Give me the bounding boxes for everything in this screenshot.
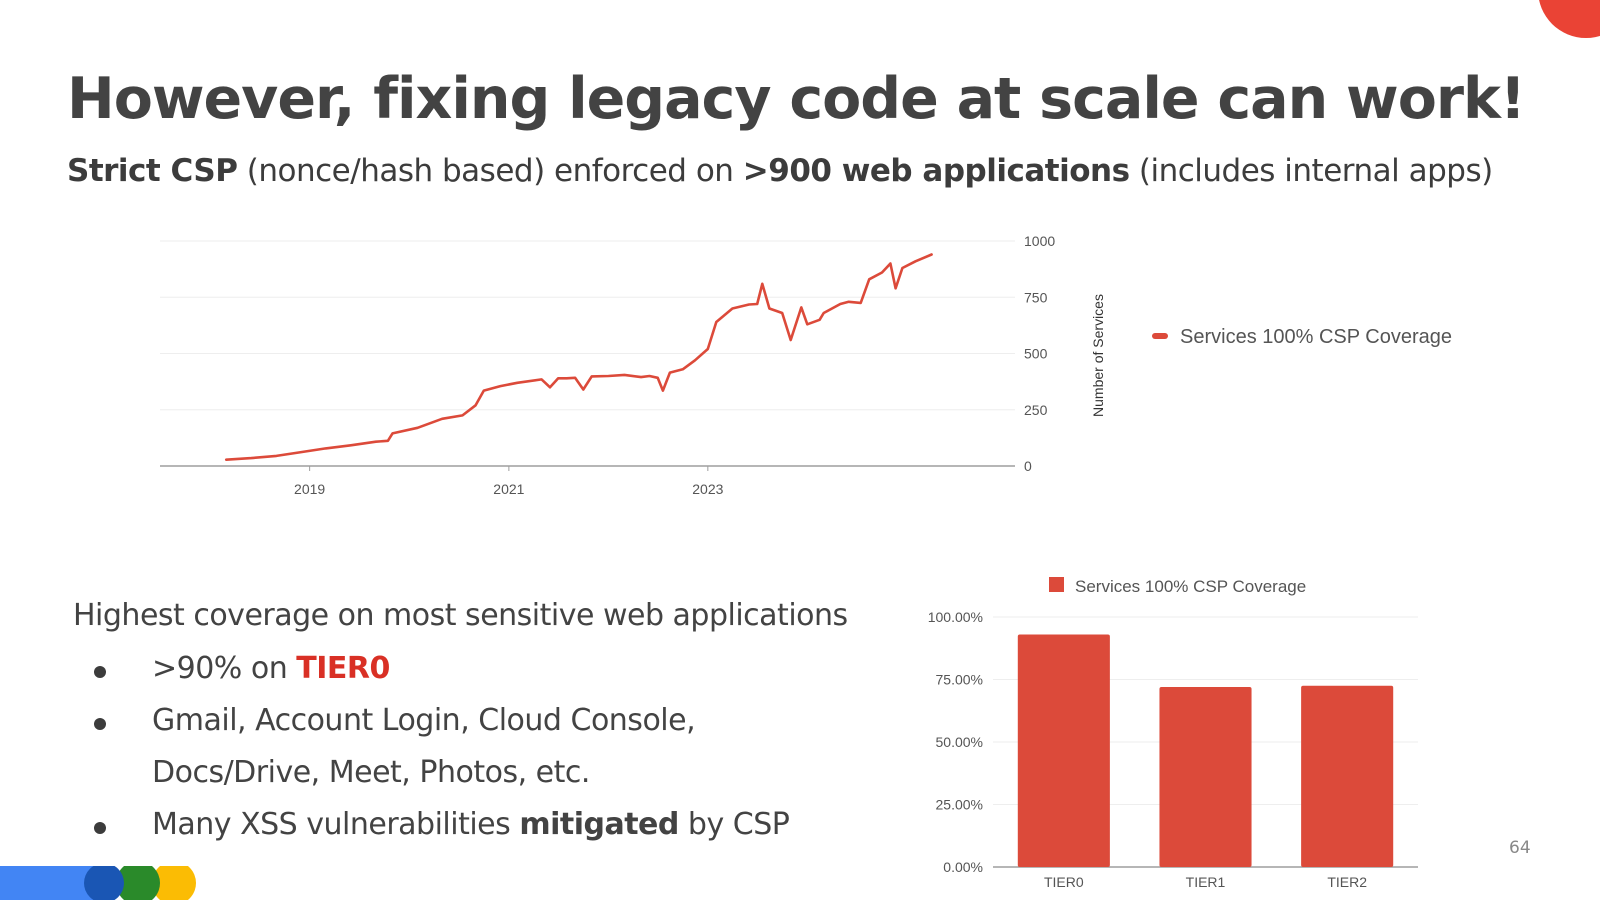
bullet-dot-icon: [94, 666, 106, 678]
line-chart: 0 250 500 750 1000 2019 2021 2023 Number of Serv…: [160, 233, 1452, 497]
legend-swatch: [1049, 577, 1064, 592]
bar-tier2: [1301, 685, 1394, 867]
subtitle-part-3: (includes internal apps): [1129, 153, 1493, 189]
x-tick-label: 2023: [692, 481, 723, 497]
bullet-dot-icon: [94, 822, 106, 834]
bullet-item: >90% on TIER0: [90, 643, 789, 695]
legend-label: Services 100% CSP Coverage: [1075, 577, 1306, 596]
x-tick-label: 2021: [493, 481, 524, 497]
y-tick-label: 1000: [1024, 233, 1055, 249]
legend-label: Services 100% CSP Coverage: [1180, 326, 1452, 348]
bar-tier1: [1159, 687, 1252, 867]
bullet-text: mitigated: [519, 807, 679, 842]
bullet-text: >90% on: [152, 651, 297, 686]
bullet-dot-icon: [94, 718, 106, 730]
series-line: [224, 253, 933, 461]
brand-green-circle: [116, 866, 160, 900]
x-tick-label: TIER1: [1186, 874, 1226, 890]
slide-title: However, fixing legacy code at scale can…: [67, 66, 1526, 132]
brand-color-bar: [0, 866, 196, 900]
bullet-text: TIER0: [296, 651, 390, 686]
corner-accent-circle: [1538, 0, 1600, 38]
y-tick-label: 25.00%: [936, 797, 983, 813]
bar-chart: 0.00% 25.00% 50.00% 75.00% 100.00% TIER0 TIER1…: [928, 577, 1418, 890]
legend-swatch: [1152, 333, 1168, 339]
body-heading: Highest coverage on most sensitive web a…: [73, 598, 848, 633]
x-tick-label: 2019: [294, 481, 325, 497]
bar-tier0: [1017, 634, 1110, 867]
x-tick-label: TIER2: [1327, 874, 1367, 890]
y-tick-label: 100.00%: [928, 609, 983, 625]
bullet-text: by CSP: [678, 807, 790, 842]
subtitle-part-1: (nonce/hash based) enforced on: [237, 153, 743, 189]
bullet-item: Many XSS vulnerabilities mitigated by CS…: [90, 799, 790, 851]
y-tick-label: 750: [1024, 289, 1048, 305]
bullet-item: Docs/Drive, Meet, Photos, etc.: [90, 747, 789, 799]
y-tick-label: 50.00%: [936, 734, 983, 750]
bullet-item: Gmail, Account Login, Cloud Console,: [90, 695, 789, 747]
slide-subtitle: Strict CSP (nonce/hash based) enforced o…: [67, 153, 1493, 189]
y-tick-label: 250: [1024, 402, 1048, 418]
brand-yellow-circle: [152, 866, 196, 900]
subtitle-part-0: Strict CSP: [67, 153, 238, 189]
page-number: 64: [1509, 838, 1531, 858]
y-tick-label: 500: [1024, 346, 1048, 362]
x-tick-label: TIER0: [1044, 874, 1084, 890]
y-axis-title: Number of Services: [1090, 294, 1106, 417]
bullet-text: Gmail, Account Login, Cloud Console,: [152, 703, 696, 738]
subtitle-part-2: >900 web applications: [742, 153, 1130, 189]
y-tick-label: 0.00%: [943, 859, 983, 875]
y-tick-label: 75.00%: [936, 672, 983, 688]
brand-blue-circle: [84, 866, 124, 900]
bullet-list: >90% on TIER0 Gmail, Account Login, Cloud…: [90, 643, 790, 851]
y-tick-label: 0: [1024, 458, 1032, 474]
bullet-text: Docs/Drive, Meet, Photos, etc.: [152, 755, 590, 790]
bullet-text: Many XSS vulnerabilities: [152, 807, 520, 842]
